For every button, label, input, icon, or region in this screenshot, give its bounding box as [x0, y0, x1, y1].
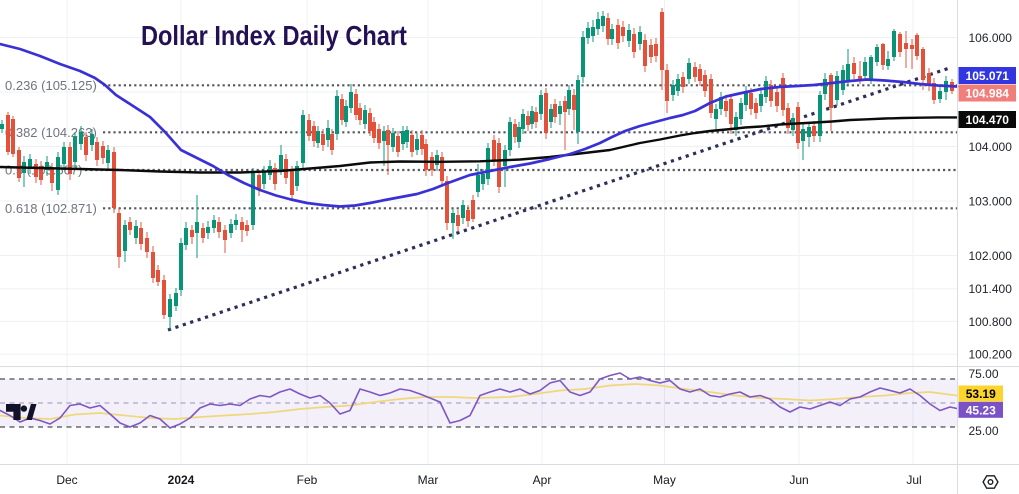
svg-text:105.071: 105.071	[966, 69, 1010, 83]
svg-text:53.19: 53.19	[966, 387, 996, 401]
svg-text:100.200: 100.200	[969, 348, 1013, 362]
svg-text:104.470: 104.470	[966, 113, 1010, 127]
svg-text:104.000: 104.000	[969, 140, 1013, 154]
svg-text:0.618 (102.871): 0.618 (102.871)	[5, 201, 97, 216]
svg-text:Dollar Index Daily Chart: Dollar Index Daily Chart	[141, 21, 407, 51]
svg-text:45.23: 45.23	[966, 403, 996, 417]
svg-text:101.400: 101.400	[969, 282, 1013, 296]
svg-text:0.382 (104.263): 0.382 (104.263)	[5, 125, 97, 140]
svg-text:Feb: Feb	[297, 473, 318, 487]
svg-text:Apr: Apr	[533, 473, 552, 487]
svg-text:106.000: 106.000	[969, 31, 1013, 45]
svg-text:75.00: 75.00	[969, 367, 999, 381]
svg-text:0.236 (105.125): 0.236 (105.125)	[5, 78, 97, 93]
svg-text:102.000: 102.000	[969, 249, 1013, 263]
svg-text:Jun: Jun	[789, 473, 808, 487]
svg-text:2024: 2024	[168, 473, 195, 487]
svg-text:100.800: 100.800	[969, 315, 1013, 329]
svg-text:Jul: Jul	[906, 473, 921, 487]
svg-text:Mar: Mar	[418, 473, 439, 487]
svg-text:Dec: Dec	[56, 473, 77, 487]
svg-text:May: May	[653, 473, 676, 487]
svg-text:104.984: 104.984	[966, 87, 1010, 101]
svg-text:103.000: 103.000	[969, 195, 1013, 209]
svg-text:25.00: 25.00	[969, 424, 999, 438]
